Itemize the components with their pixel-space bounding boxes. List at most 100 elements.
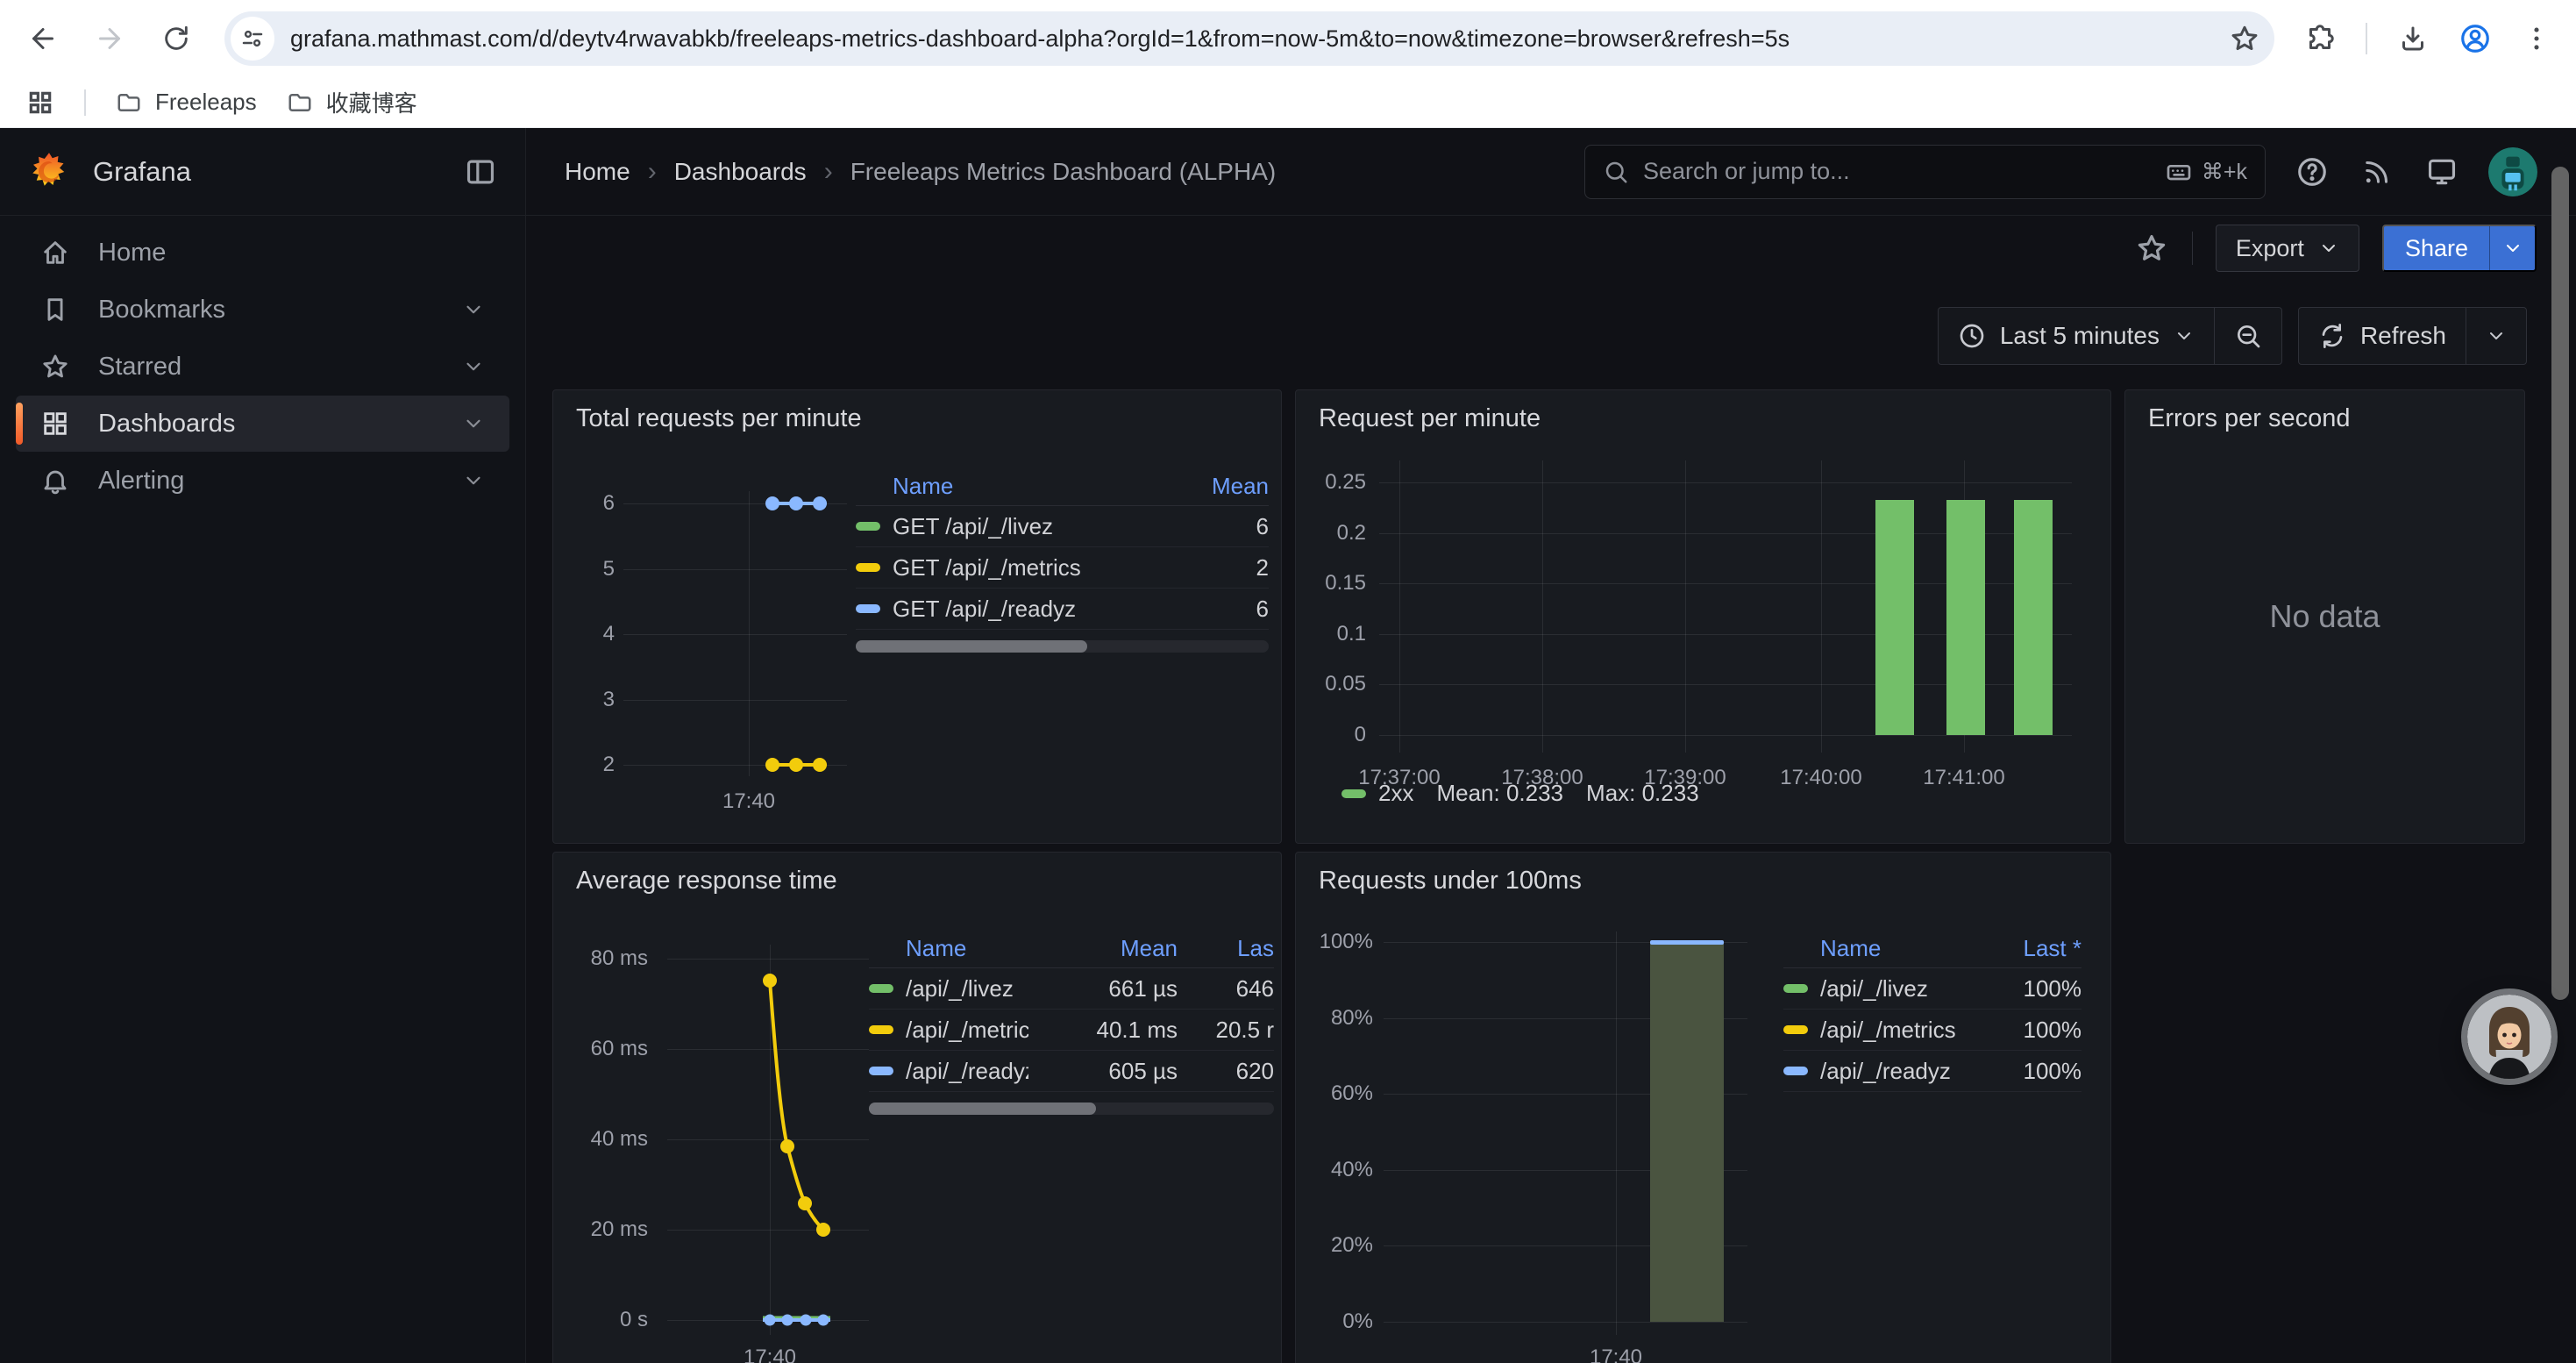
favorite-star-icon[interactable] (2134, 231, 2169, 266)
panel-title[interactable]: Errors per second (2148, 404, 2351, 433)
legend-item[interactable]: 2xx (1341, 780, 1413, 807)
legend-header-mean[interactable]: Mean (1163, 473, 1269, 500)
url-bar[interactable]: grafana.mathmast.com/d/deytv4rwavabkb/fr… (224, 11, 2274, 66)
grafana-logo[interactable] (28, 151, 70, 193)
back-icon[interactable] (25, 20, 61, 57)
help-icon[interactable] (2294, 153, 2330, 190)
series-name[interactable]: GET /api/_/livez (893, 513, 1053, 540)
y-tick: 80 ms (562, 946, 648, 971)
menu-kebab-icon[interactable] (2522, 24, 2551, 54)
legend-table: Name Last * /api/_/livez 100% /api/_/met… (1783, 930, 2081, 1092)
time-range-button[interactable]: Last 5 minutes (1939, 308, 2214, 364)
legend-row[interactable]: /api/_/readyz 100% (1783, 1051, 2081, 1092)
chevron-down-icon[interactable] (462, 355, 485, 378)
series-name[interactable]: /api/_/readyz (1820, 1058, 1951, 1085)
chevron-down-icon[interactable] (462, 469, 485, 492)
news-rss-icon[interactable] (2359, 153, 2395, 190)
legend-row[interactable]: /api/_/livez 661 µs 646 (869, 968, 1274, 1010)
series-name[interactable]: /api/_/metrics (1820, 1017, 1956, 1044)
timeseries-plot[interactable] (623, 491, 847, 776)
series-name[interactable]: GET /api/_/readyz (893, 596, 1076, 623)
legend-row[interactable]: /api/_/metrics 40.1 ms 20.5 r (869, 1010, 1274, 1051)
legend-scrollbar[interactable] (856, 640, 1269, 653)
series-name[interactable]: /api/_/metrics (906, 1017, 1028, 1044)
refresh-button[interactable]: Refresh (2299, 308, 2466, 364)
kiosk-monitor-icon[interactable] (2423, 153, 2460, 190)
legend-row[interactable]: /api/_/readyz 605 µs 620 (869, 1051, 1274, 1092)
legend-header-name[interactable]: Name (856, 473, 1163, 500)
series-mean: 605 µs (1028, 1058, 1178, 1085)
bookmark-star-icon[interactable] (2229, 23, 2260, 54)
legend-row[interactable]: /api/_/livez 100% (1783, 968, 2081, 1010)
zoom-out-button[interactable] (2214, 308, 2281, 364)
series-name[interactable]: 2xx (1378, 780, 1413, 807)
refresh-picker: Refresh (2298, 307, 2527, 365)
legend-header-last[interactable]: Last * (1985, 935, 2081, 962)
floating-assistant-avatar[interactable] (2467, 995, 2551, 1079)
collapse-sidebar-icon[interactable] (464, 155, 497, 189)
series-last: 620 (1178, 1058, 1274, 1085)
app-header: Home › Dashboards › Freeleaps Metrics Da… (526, 128, 2576, 216)
bookmark-folder-freeleaps[interactable]: Freeleaps (116, 89, 257, 116)
bar-chart-plot[interactable] (1379, 460, 2072, 753)
apps-grid-icon[interactable] (26, 89, 54, 117)
url-text[interactable]: grafana.mathmast.com/d/deytv4rwavabkb/fr… (290, 25, 2213, 53)
page-scrollbar[interactable] (2551, 167, 2569, 1000)
legend-row[interactable]: GET /api/_/metrics 2 (856, 547, 1269, 589)
bell-icon (40, 466, 70, 496)
export-button[interactable]: Export (2216, 225, 2359, 272)
series-name[interactable]: /api/_/livez (906, 975, 1014, 1003)
breadcrumb-current: Freeleaps Metrics Dashboard (ALPHA) (850, 158, 1277, 186)
legend-header-mean[interactable]: Mean (1028, 935, 1178, 962)
series-name[interactable]: GET /api/_/metrics (893, 554, 1081, 582)
breadcrumb-home[interactable]: Home (565, 158, 630, 186)
forward-icon[interactable] (91, 20, 128, 57)
download-icon[interactable] (2397, 23, 2429, 54)
data-point (765, 496, 779, 510)
data-point (765, 758, 779, 772)
series-swatch (856, 522, 880, 531)
bookmarks-divider (84, 89, 86, 116)
search-input[interactable]: Search or jump to... ⌘+k (1584, 145, 2266, 199)
panel-title[interactable]: Average response time (576, 867, 837, 896)
y-tick: 2 (562, 753, 615, 777)
share-button[interactable]: Share (2382, 225, 2537, 272)
extensions-icon[interactable] (2304, 23, 2336, 54)
profile-icon[interactable] (2459, 22, 2492, 55)
refresh-interval-chevron[interactable] (2466, 308, 2526, 364)
chevron-down-icon[interactable] (462, 298, 485, 321)
area-chart-plot[interactable] (1384, 931, 1747, 1335)
sidebar-item-alerting[interactable]: Alerting (16, 453, 509, 509)
legend-scrollbar-thumb[interactable] (869, 1103, 1096, 1115)
legend-scrollbar[interactable] (869, 1103, 1274, 1115)
user-avatar[interactable] (2488, 147, 2537, 196)
share-menu-chevron-icon[interactable] (2489, 226, 2535, 270)
legend-header-last[interactable]: Las (1178, 935, 1274, 962)
legend-row[interactable]: /api/_/metrics 100% (1783, 1010, 2081, 1051)
series-name[interactable]: /api/_/readyz (906, 1058, 1028, 1085)
legend-row[interactable]: GET /api/_/livez 6 (856, 506, 1269, 547)
timeseries-plot[interactable] (667, 945, 869, 1335)
legend-header-name[interactable]: Name (1783, 935, 1985, 962)
sidebar-item-starred[interactable]: Starred (16, 339, 509, 395)
dashboards-grid-icon (40, 409, 70, 439)
sidebar-item-bookmarks[interactable]: Bookmarks (16, 282, 509, 338)
sidebar-item-dashboards[interactable]: Dashboards (16, 396, 509, 452)
reload-icon[interactable] (158, 20, 195, 57)
legend-scrollbar-thumb[interactable] (856, 640, 1087, 653)
panel-title[interactable]: Total requests per minute (576, 404, 862, 433)
bookmark-folder-blogs[interactable]: 收藏博客 (287, 86, 417, 118)
site-settings-icon[interactable] (231, 17, 274, 61)
browser-actions (2304, 22, 2551, 55)
sidebar-item-home[interactable]: Home (16, 225, 509, 281)
legend-row[interactable]: GET /api/_/readyz 6 (856, 589, 1269, 630)
series-name[interactable]: /api/_/livez (1820, 975, 1928, 1003)
panel-title[interactable]: Request per minute (1319, 404, 1541, 433)
chevron-down-icon[interactable] (462, 412, 485, 435)
legend-header-name[interactable]: Name (869, 935, 1028, 962)
y-tick: 5 (562, 557, 615, 582)
panel-average-response-time: Average response time 80 ms 60 ms 40 ms … (552, 852, 1282, 1363)
panel-title[interactable]: Requests under 100ms (1319, 867, 1582, 896)
series-swatch (869, 1067, 893, 1075)
breadcrumb-dashboards[interactable]: Dashboards (674, 158, 807, 186)
